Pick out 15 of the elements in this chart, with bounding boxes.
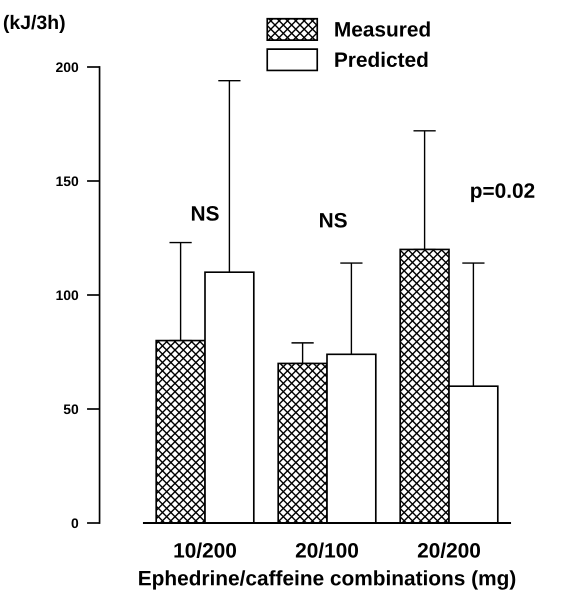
x-tick-label: 20/100	[296, 542, 358, 558]
legend-label: Measured	[335, 21, 430, 37]
legend-label: Predicted	[335, 52, 428, 68]
y-tick-label: 150	[56, 176, 78, 186]
y-tick-label: 200	[56, 62, 78, 72]
y-tick-label: 0	[72, 518, 78, 528]
annotation: NS	[192, 206, 219, 221]
x-tick-label: 20/200	[418, 542, 480, 558]
x-tick-label: 10/200	[174, 542, 236, 558]
annotation: p=0.02	[471, 183, 534, 202]
x-axis-title: Ephedrine/caffeine combinations (mg)	[139, 570, 516, 590]
y-tick-label: 100	[56, 290, 78, 300]
annotation: NS	[320, 212, 347, 228]
y-axis-title: (kJ/3h)	[4, 14, 65, 34]
y-tick-label: 50	[64, 404, 78, 414]
